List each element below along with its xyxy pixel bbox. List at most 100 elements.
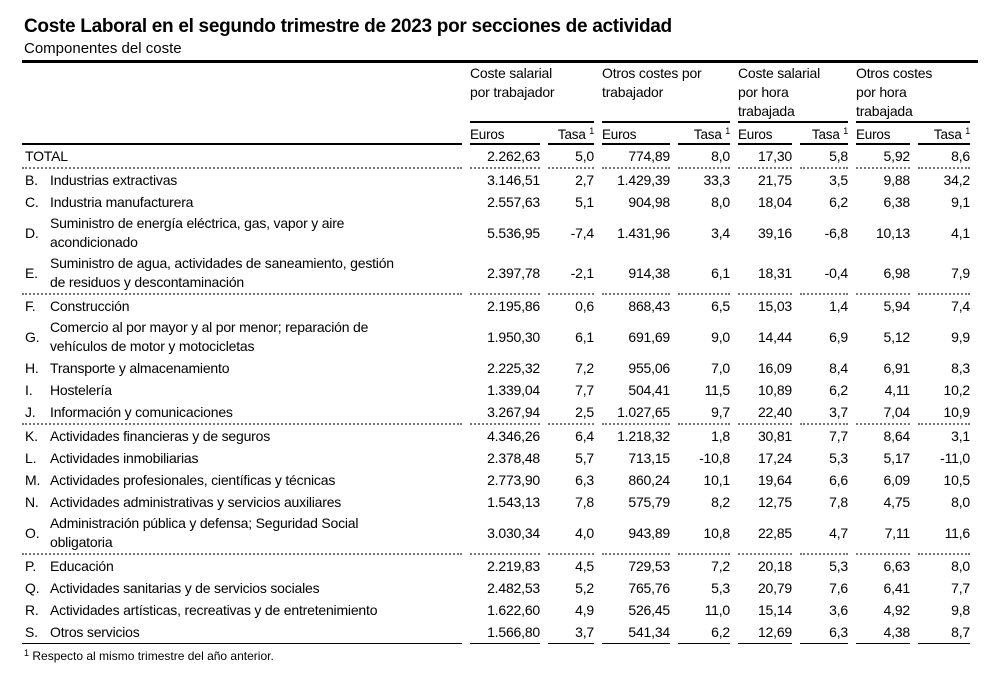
- rate-cell: 6,3: [575, 472, 594, 488]
- page-title: Coste Laboral en el segundo trimestre de…: [24, 16, 672, 37]
- header-label-blank: [22, 123, 462, 145]
- euros-cell: 39,16: [757, 225, 792, 241]
- row-label: D. Suministro de energía eléctrica, gas, …: [22, 213, 462, 253]
- tasa-header: Tasa 1: [918, 123, 970, 145]
- rate-cell: 5,3: [829, 450, 848, 466]
- rate-cell: 8,2: [711, 494, 730, 510]
- table-row: G. Comercio al por mayor y al por menor; …: [22, 317, 970, 357]
- row-label: G. Comercio al por mayor y al por menor; …: [22, 317, 462, 357]
- rate-cell: 5,7: [575, 450, 594, 466]
- euros-cell: 575,79: [628, 494, 670, 510]
- section-code: G.: [25, 329, 40, 345]
- euros-cell: 504,41: [628, 382, 670, 398]
- row-label-text: Hostelería: [50, 381, 112, 398]
- tasa-footnote-mark: 1: [725, 125, 730, 136]
- euros-cell: 691,69: [628, 329, 670, 345]
- rate-cell: 7,4: [951, 298, 970, 314]
- section-code: O.: [25, 525, 40, 541]
- euros-cell: 4,75: [883, 494, 911, 510]
- euros-cell: 1.622,60: [487, 602, 540, 618]
- header-blank: [22, 62, 462, 123]
- rate-cell: 5,3: [829, 558, 848, 574]
- euros-cell: 16,09: [757, 360, 792, 376]
- group-header-line: trabajador: [602, 84, 664, 100]
- group-header-line: trabajada: [856, 103, 913, 119]
- row-label: TOTAL: [22, 145, 462, 169]
- rate-cell: 8,4: [829, 360, 848, 376]
- table-row: J. Información y comunicaciones 3.267,94 2,…: [22, 401, 970, 425]
- table-row: S. Otros servicios 1.566,80 3,7 541,34 6,2 12,…: [22, 621, 970, 644]
- rate-cell: 10,8: [678, 513, 730, 555]
- section-code: R.: [25, 602, 39, 618]
- tasa-footnote-mark: 1: [843, 125, 848, 136]
- euros-cell: 12,69: [738, 621, 792, 644]
- rate-cell: 6,6: [829, 472, 848, 488]
- rate-cell: 6,1: [575, 329, 594, 345]
- row-label: B. Industrias extractivas: [22, 169, 462, 191]
- euros-cell: 5,94: [883, 298, 911, 314]
- section-code: C.: [25, 194, 39, 210]
- row-label-text: de residuos y descontaminación: [50, 274, 245, 290]
- rate-cell: 7,9: [918, 253, 970, 295]
- euros-cell: 20,18: [757, 558, 792, 574]
- euros-header: Euros: [602, 123, 670, 145]
- euros-cell: 526,45: [628, 602, 670, 618]
- euros-cell: 4.346,26: [487, 428, 540, 444]
- rate-cell: 7,6: [829, 580, 848, 596]
- row-label-text: Administración pública y defensa; Seguri…: [50, 515, 359, 531]
- row-label-text: Suministro de agua, actividades de sanea…: [50, 255, 394, 271]
- row-label-text: TOTAL: [25, 147, 68, 164]
- euros-cell: 1.566,80: [470, 621, 540, 644]
- row-label: L. Actividades inmobiliarias: [22, 447, 462, 469]
- page-subtitle: Componentes del coste: [24, 40, 182, 57]
- row-label-text: Educación: [50, 557, 114, 574]
- row-label-text: Actividades inmobiliarias: [50, 449, 199, 466]
- euros-cell: 30,81: [757, 428, 792, 444]
- rate-cell: 5,1: [575, 194, 594, 210]
- rate-cell: -10,8: [699, 450, 730, 466]
- rate-cell: 4,5: [575, 558, 594, 574]
- section-code: L.: [25, 450, 37, 466]
- euros-header: Euros: [856, 123, 910, 145]
- table-row: Q. Actividades sanitarias y de servicios …: [22, 577, 970, 599]
- rate-cell: 6,5: [711, 298, 730, 314]
- section-code: D.: [25, 225, 39, 241]
- rate-cell: 0,6: [575, 298, 594, 314]
- row-label: K. Actividades financieras y de seguros: [22, 425, 462, 447]
- euros-cell: 5.536,95: [487, 225, 540, 241]
- table-row: N. Actividades administrativas y servicio…: [22, 491, 970, 513]
- row-label: H. Transporte y almacenamiento: [22, 357, 462, 379]
- rate-cell: 5,0: [548, 145, 594, 169]
- euros-cell: 541,34: [602, 621, 670, 644]
- rate-cell: -7,4: [570, 225, 595, 241]
- euros-cell: 19,64: [757, 472, 792, 488]
- rate-cell: -0,4: [800, 253, 848, 295]
- row-label-text: Actividades financieras y de seguros: [50, 427, 271, 444]
- euros-cell: 21,75: [757, 172, 792, 188]
- euros-cell: 765,76: [628, 580, 670, 596]
- euros-cell: 943,89: [602, 513, 670, 555]
- column-group-header: Otros costes por hora trabajada: [856, 62, 970, 123]
- row-label-text: Industrias extractivas: [50, 171, 178, 188]
- row-label-text: Actividades profesionales, científicas y…: [50, 471, 336, 488]
- rate-cell: 5,8: [800, 145, 848, 169]
- rate-cell: 4,0: [548, 513, 594, 555]
- rate-cell: 1,4: [829, 298, 848, 314]
- euros-cell: 1.027,65: [602, 401, 670, 425]
- rate-cell: 5,3: [711, 580, 730, 596]
- euros-cell: 20,79: [757, 580, 792, 596]
- table-row: B. Industrias extractivas 3.146,51 2,7 1.429…: [22, 169, 970, 191]
- row-label-text: Industria manufacturera: [50, 193, 194, 210]
- rate-cell: 10,5: [943, 472, 971, 488]
- rate-cell: 4,7: [800, 513, 848, 555]
- rate-cell: 8,7: [918, 621, 970, 644]
- table-row: P. Educación 2.219,83 4,5 729,53 7,2 20,18 5,3 6…: [22, 555, 970, 577]
- row-label-text: Actividades sanitarias y de servicios so…: [50, 579, 320, 596]
- euros-cell: 15,03: [757, 298, 792, 314]
- row-label-text: Actividades administrativas y servicios …: [50, 493, 342, 510]
- cost-table: Coste salarial por trabajador Otros costes…: [14, 62, 978, 644]
- row-label: C. Industria manufacturera: [22, 191, 462, 213]
- euros-cell: 4,38: [856, 621, 910, 644]
- euros-cell: 2.378,48: [487, 450, 540, 466]
- table-row: M. Actividades profesionales, científicas…: [22, 469, 970, 491]
